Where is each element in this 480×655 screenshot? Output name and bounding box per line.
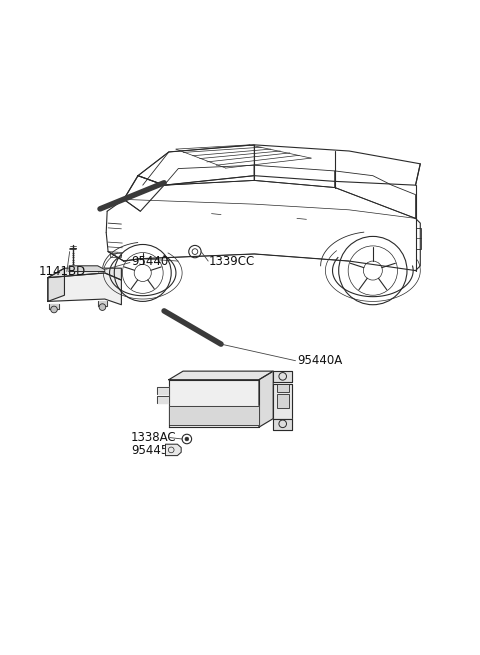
Polygon shape: [166, 444, 181, 456]
Bar: [277, 384, 289, 392]
Polygon shape: [273, 384, 292, 419]
Polygon shape: [259, 371, 273, 427]
Circle shape: [99, 304, 106, 310]
Polygon shape: [48, 273, 121, 305]
Bar: [416, 228, 421, 249]
Polygon shape: [48, 268, 64, 301]
Polygon shape: [169, 380, 259, 427]
Bar: [109, 253, 121, 257]
Text: 95445: 95445: [131, 444, 168, 457]
Text: 1141BD: 1141BD: [38, 265, 85, 278]
Text: 1339CC: 1339CC: [209, 255, 255, 268]
Polygon shape: [97, 301, 107, 306]
Text: 1338AC: 1338AC: [131, 431, 177, 444]
Polygon shape: [49, 304, 59, 309]
Polygon shape: [157, 396, 169, 403]
Polygon shape: [48, 268, 121, 280]
Polygon shape: [273, 371, 292, 382]
Text: 95440: 95440: [131, 255, 168, 268]
Polygon shape: [69, 266, 105, 272]
Circle shape: [51, 306, 57, 313]
Polygon shape: [273, 419, 292, 430]
Polygon shape: [169, 371, 273, 380]
Bar: [277, 394, 289, 408]
Text: 95440A: 95440A: [297, 354, 342, 367]
Polygon shape: [157, 387, 169, 394]
Circle shape: [185, 437, 189, 441]
Polygon shape: [169, 406, 259, 424]
